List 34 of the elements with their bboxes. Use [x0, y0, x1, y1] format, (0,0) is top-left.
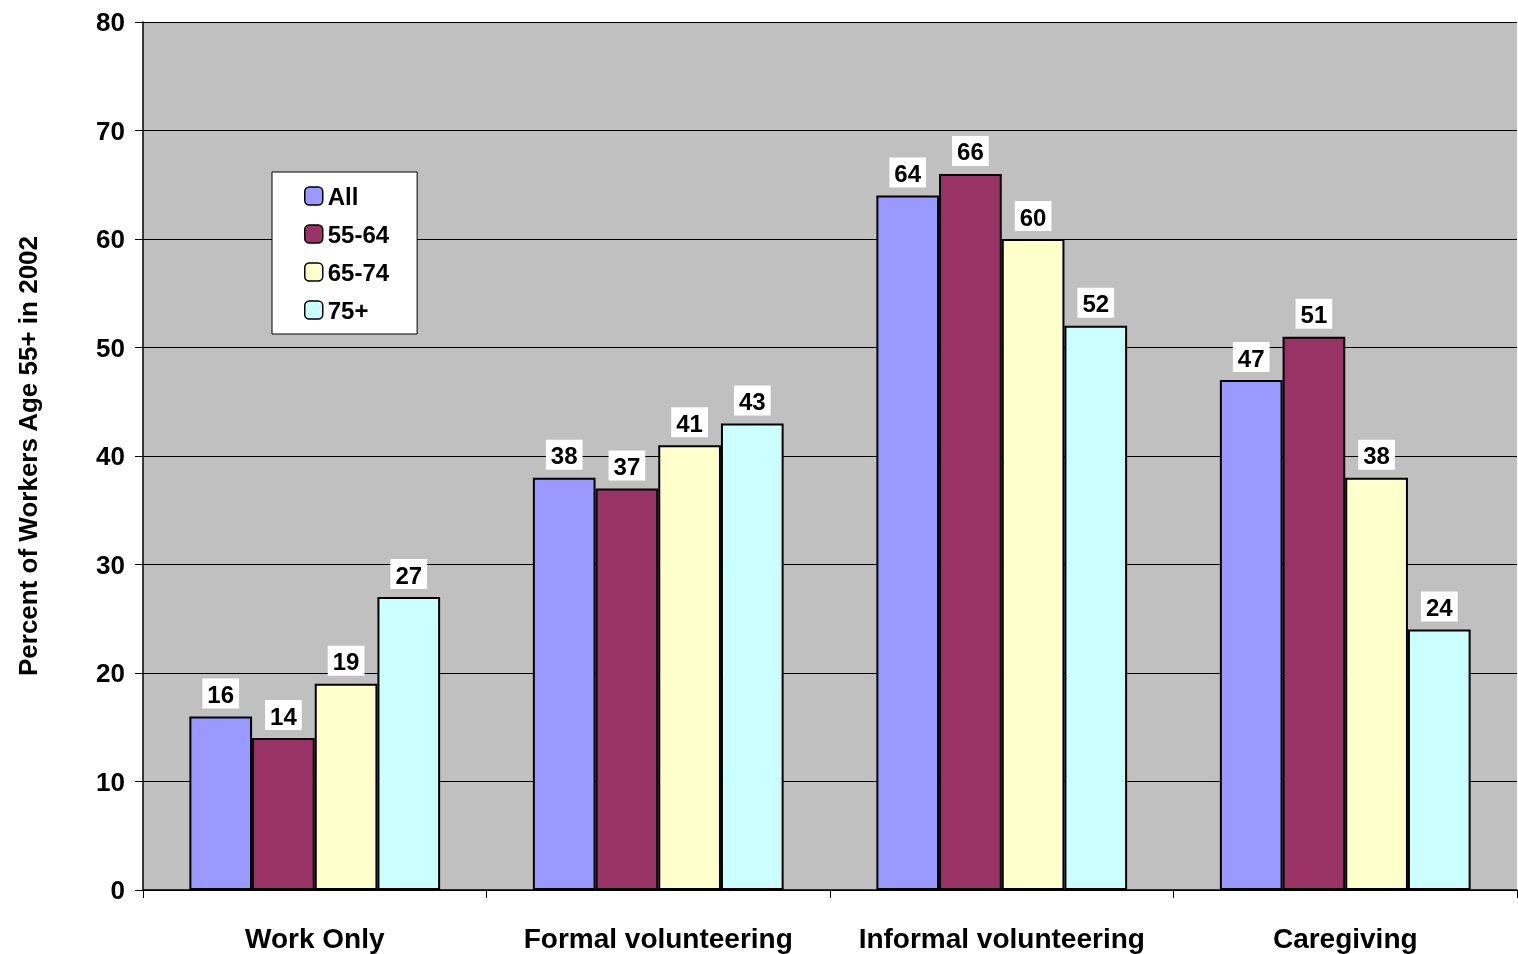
x-tick-label: Caregiving	[1272, 922, 1418, 954]
data-label: 66	[957, 138, 984, 166]
y-axis-title: Percent of Workers Age 55+ in 2002	[13, 235, 43, 677]
data-label: 60	[1019, 203, 1047, 231]
data-label: 19	[332, 648, 360, 676]
data-label: 24	[1425, 594, 1454, 622]
x-tick-label: Formal volunteering	[523, 922, 793, 954]
data-label: 41	[676, 409, 703, 437]
data-label: 47	[1237, 344, 1265, 372]
data-label: 38	[550, 442, 578, 470]
data-label: 51	[1300, 301, 1328, 329]
data-label: 37	[613, 453, 641, 481]
data-label: 38	[1363, 442, 1390, 470]
x-tick-label: Informal volunteering	[858, 922, 1145, 954]
data-label: 27	[395, 561, 423, 589]
y-tick-label: 0	[110, 875, 125, 905]
x-tick-label: Work Only	[244, 922, 385, 954]
y-tick-label: 80	[96, 7, 125, 37]
legend-label: 75+	[327, 296, 369, 324]
data-label: 52	[1082, 290, 1110, 318]
legend-label: 55-64	[327, 220, 390, 248]
y-tick-label: 10	[96, 766, 125, 797]
y-tick-label: 50	[96, 332, 125, 363]
y-tick-label: 40	[96, 441, 125, 471]
data-label: 16	[207, 680, 235, 708]
y-tick-label: 20	[96, 658, 125, 688]
y-tick-label: 30	[96, 549, 125, 580]
data-label: 64	[894, 160, 922, 188]
legend-label: 65-74	[327, 258, 390, 286]
y-tick-label: 60	[96, 224, 125, 254]
data-label: 14	[270, 702, 298, 730]
y-tick-label: 70	[96, 115, 125, 146]
data-label: 43	[738, 387, 766, 415]
legend-label: All	[327, 182, 359, 210]
